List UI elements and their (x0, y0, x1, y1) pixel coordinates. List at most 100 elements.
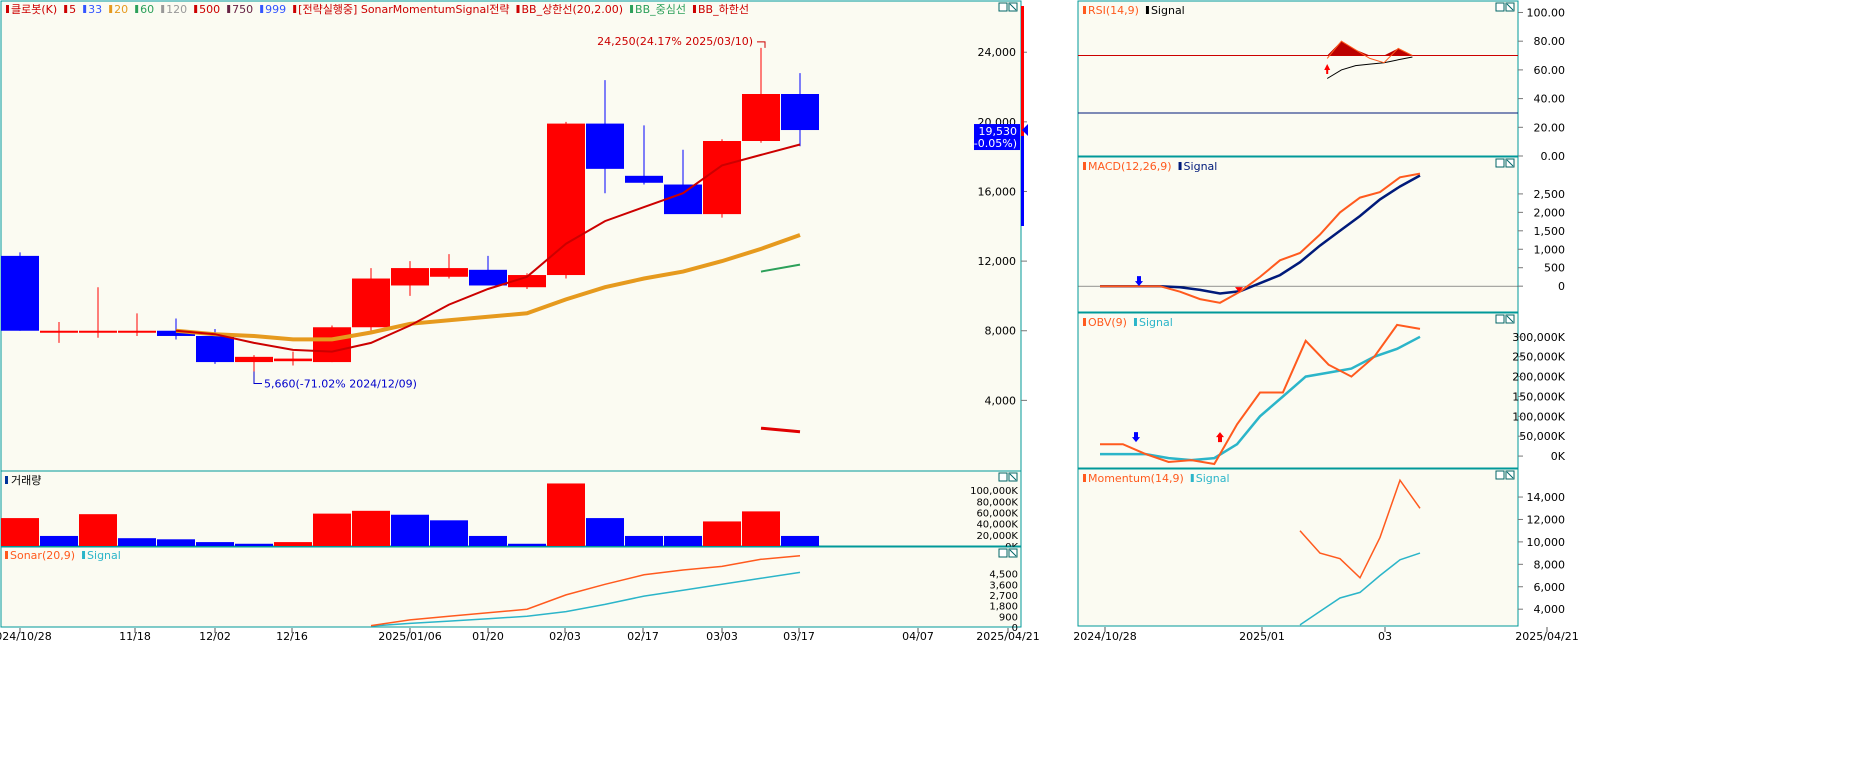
legend-marker (83, 5, 87, 13)
legend-item: 999 (265, 3, 286, 16)
y-tick-label: 2,000 (1534, 206, 1566, 219)
y-tick-label: 80.00 (1534, 35, 1566, 48)
volume-bar (391, 514, 429, 546)
legend-item: Signal (1196, 472, 1230, 485)
y-tick-label: 4,500 (989, 570, 1018, 581)
panel-maximize-button[interactable] (1495, 2, 1505, 12)
low-annotation: 5,660(-71.02% 2024/12/09) (264, 377, 417, 390)
panel-maximize-button[interactable] (998, 472, 1008, 482)
y-tick-label: 12,000 (978, 255, 1017, 268)
y-tick-label: 200,000K (1512, 371, 1565, 384)
legend-marker (6, 5, 9, 13)
x-tick-label: 2025/04/21 (976, 630, 1039, 643)
close-icon (1009, 473, 1017, 481)
rsi-panel (1077, 0, 1519, 157)
volume-panel (0, 470, 1022, 547)
legend-item: 120 (166, 3, 187, 16)
x-tick-label: 01/20 (472, 630, 504, 643)
macd-line (1100, 172, 1421, 304)
y-tick-label: 8,000 (1534, 558, 1566, 571)
y-tick-label: 2,500 (1534, 188, 1566, 201)
momentum-signal-line (1299, 552, 1421, 626)
volume-bar (430, 520, 468, 546)
y-tick-label: 4,000 (1534, 603, 1566, 616)
y-tick-label: 3,600 (989, 580, 1018, 591)
y-tick-label: 0K (1551, 450, 1566, 463)
volume-bar (508, 543, 546, 546)
legend-marker (692, 5, 696, 13)
current-price-arrow (1022, 124, 1028, 137)
y-tick-label: 24,000 (978, 46, 1017, 59)
candle-body (79, 330, 117, 333)
x-tick-label: 2025/01/06 (378, 630, 441, 643)
legend-marker (1083, 474, 1086, 482)
volume-bar (313, 513, 351, 546)
legend-item: Momentum(14,9) (1088, 472, 1184, 485)
panel-maximize-button[interactable] (1495, 314, 1505, 324)
legend-marker (1145, 6, 1149, 14)
legend-marker (5, 476, 8, 484)
y-tick-label: 40.00 (1534, 93, 1566, 106)
volume-title: 거래량 (11, 474, 41, 487)
legend-marker (161, 5, 165, 13)
candle-body (118, 330, 156, 333)
y-tick-label: 80,000K (976, 497, 1018, 508)
low-marker (253, 371, 262, 384)
x-tick-label: 12/02 (199, 630, 231, 643)
bb-mid-line (760, 263, 801, 273)
y-tick-label: 1,500 (1534, 225, 1566, 238)
close-icon (1506, 159, 1514, 167)
volume-bar (235, 543, 273, 546)
x-tick-label: 2024/10/28 (1073, 630, 1136, 643)
candle-body (703, 141, 741, 215)
sonar-signal-line (370, 571, 801, 627)
panel-maximize-button[interactable] (998, 548, 1008, 558)
legend-marker (630, 5, 634, 13)
x-tick-label: 2025/04/21 (1515, 630, 1578, 643)
legend-marker (64, 5, 68, 13)
legend-marker (135, 5, 139, 13)
buy-arrow-icon (1324, 64, 1331, 74)
volume-bar (1, 518, 39, 546)
y-tick-label: 250,000K (1512, 351, 1565, 364)
price-panel (0, 0, 1022, 472)
candle-body (469, 269, 507, 286)
legend-item: MACD(12,26,9) (1088, 160, 1172, 173)
legend-item: 5 (69, 3, 76, 16)
candle-body (781, 94, 819, 131)
y-tick-label: 900 (999, 612, 1018, 623)
legend-item: 500 (199, 3, 220, 16)
rsi-line (1326, 40, 1413, 64)
y-tick-label: 14,000 (1527, 491, 1566, 504)
close-icon (1506, 315, 1514, 323)
legend-item: Sonar(20,9) (10, 549, 75, 562)
candle-body (1, 255, 39, 331)
legend-item: BB_중심선 (635, 3, 686, 16)
legend-marker (1083, 318, 1086, 326)
volume-bar (40, 535, 78, 546)
legend-marker (293, 5, 297, 13)
panel-maximize-button[interactable] (998, 2, 1008, 12)
candle-body (547, 123, 585, 276)
current-price: 19,530 (979, 125, 1018, 138)
legend-marker (1178, 162, 1182, 170)
candle-body (742, 94, 780, 141)
legend-item: OBV(9) (1088, 316, 1127, 329)
candle-body (430, 268, 468, 277)
panel-maximize-button[interactable] (1495, 158, 1505, 168)
volume-bar (469, 535, 507, 546)
y-tick-label: 60,000K (976, 509, 1018, 520)
volume-bar (664, 535, 702, 546)
y-tick-label: 4,000 (985, 394, 1017, 407)
macd-panel (1077, 156, 1519, 313)
legend-item: Signal (1151, 4, 1185, 17)
legend-item: Signal (1139, 316, 1173, 329)
candle-body (664, 184, 702, 215)
y-tick-label: 1,800 (989, 602, 1018, 613)
legend-item: 클로봇(K) (11, 3, 57, 16)
x-tick-label: 02/03 (549, 630, 581, 643)
bb-low-line (760, 426, 801, 434)
panel-maximize-button[interactable] (1495, 470, 1505, 480)
legend-item: Signal (87, 549, 121, 562)
